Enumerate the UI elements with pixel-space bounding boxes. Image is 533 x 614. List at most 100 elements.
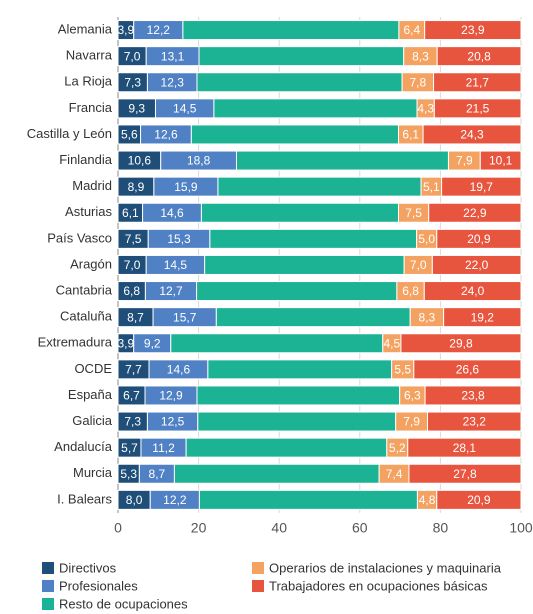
value-label: 8,3 [412,49,429,63]
value-label: 24,0 [461,284,485,298]
value-label: 5,0 [418,232,435,246]
bar-segment [424,385,522,406]
legend-label: Profesionales [59,578,138,593]
x-tick-label: 100 [509,520,533,536]
value-label: 7,4 [386,467,403,481]
y-tick-label: Navarra [66,48,113,63]
bar-segment [235,150,449,171]
bar-segment [441,176,522,197]
value-label: 22,0 [465,258,489,272]
bar-segment [436,228,522,249]
value-label: 12,6 [154,128,178,142]
value-label: 6,1 [402,128,419,142]
value-label: 12,2 [163,493,187,507]
value-label: 27,8 [453,467,477,481]
value-label: 6,8 [402,284,419,298]
value-label: 23,8 [461,389,485,403]
value-label: 24,3 [460,128,484,142]
bar-segment [413,359,522,380]
legend-label: Directivos [59,560,117,575]
value-label: 7,9 [456,154,473,168]
x-tick-label: 40 [271,520,287,536]
value-label: 14,5 [164,258,188,272]
value-label: 8,9 [128,180,145,194]
value-label: 14,6 [167,363,191,377]
x-tick-label: 60 [352,520,368,536]
bar-segment [436,489,522,510]
bar-segment [431,254,522,275]
bar-segment [196,385,401,406]
value-label: 28,1 [453,441,477,455]
value-label: 21,7 [466,75,490,89]
value-label: 5,7 [121,441,138,455]
value-label: 6,1 [122,206,139,220]
value-label: 19,7 [470,180,494,194]
bar-segment [185,437,388,458]
value-label: 15,3 [167,232,191,246]
value-label: 5,5 [394,363,411,377]
value-label: 21,5 [466,102,490,116]
value-label: 15,7 [173,310,197,324]
value-label: 12,3 [161,75,185,89]
value-label: 19,2 [471,310,495,324]
value-label: 29,8 [449,336,473,350]
bar-segment [217,176,422,197]
legend-swatch [252,580,264,592]
bar-segment [173,463,380,484]
value-label: 7,0 [124,258,141,272]
y-tick-label: I. Balears [57,491,112,506]
y-tick-label: España [68,387,113,402]
value-label: 9,2 [144,336,161,350]
value-label: 20,8 [467,49,491,63]
bar-segment [424,20,522,41]
legend-label: Trabajadores en ocupaciones básicas [269,578,488,593]
y-tick-label: Cataluña [60,309,113,324]
value-label: 18,8 [187,154,211,168]
value-label: 12,5 [161,415,185,429]
y-tick-label: Finlandia [59,152,113,167]
value-label: 12,9 [159,389,183,403]
value-label: 6,8 [123,284,140,298]
value-label: 10,6 [128,154,152,168]
bar-segment [196,281,398,302]
value-label: 7,7 [125,363,142,377]
bar-segment [170,333,384,354]
value-label: 8,7 [149,467,166,481]
value-label: 7,9 [403,415,420,429]
value-label: 11,2 [152,441,175,455]
bar-segment [182,20,400,41]
y-tick-label: País Vasco [47,230,112,245]
value-label: 5,1 [423,180,440,194]
value-label: 3,9 [118,336,135,350]
bar-segment [196,72,403,93]
bar-segment [436,46,522,67]
bar-segment [407,437,522,458]
value-label: 13,1 [161,49,185,63]
y-tick-label: Francia [69,100,113,115]
legend-swatch [42,580,54,592]
value-label: 12,2 [147,23,171,37]
value-label: 4,3 [417,102,434,116]
x-tick-label: 20 [191,520,207,536]
value-label: 14,6 [160,206,184,220]
value-label: 4,5 [383,336,400,350]
bar-segment [197,411,397,432]
value-label: 23,2 [463,415,487,429]
y-tick-label: Extremadura [38,335,113,350]
value-label: 7,3 [124,75,141,89]
y-tick-label: Madrid [72,178,112,193]
value-label: 22,9 [463,206,487,220]
bar-segment [423,281,522,302]
legend-label: Operarios de instalaciones y maquinaria [269,560,502,575]
value-label: 6,4 [403,23,420,37]
y-tick-label: Castilla y León [27,126,112,141]
value-label: 9,3 [128,102,145,116]
value-label: 14,5 [173,102,197,116]
value-label: 5,3 [120,467,137,481]
y-tick-label: Alemania [58,21,113,36]
bar-segment [433,72,522,93]
bar-segment [433,98,522,119]
bar-segment [209,228,418,249]
x-tick-label: 80 [433,520,449,536]
